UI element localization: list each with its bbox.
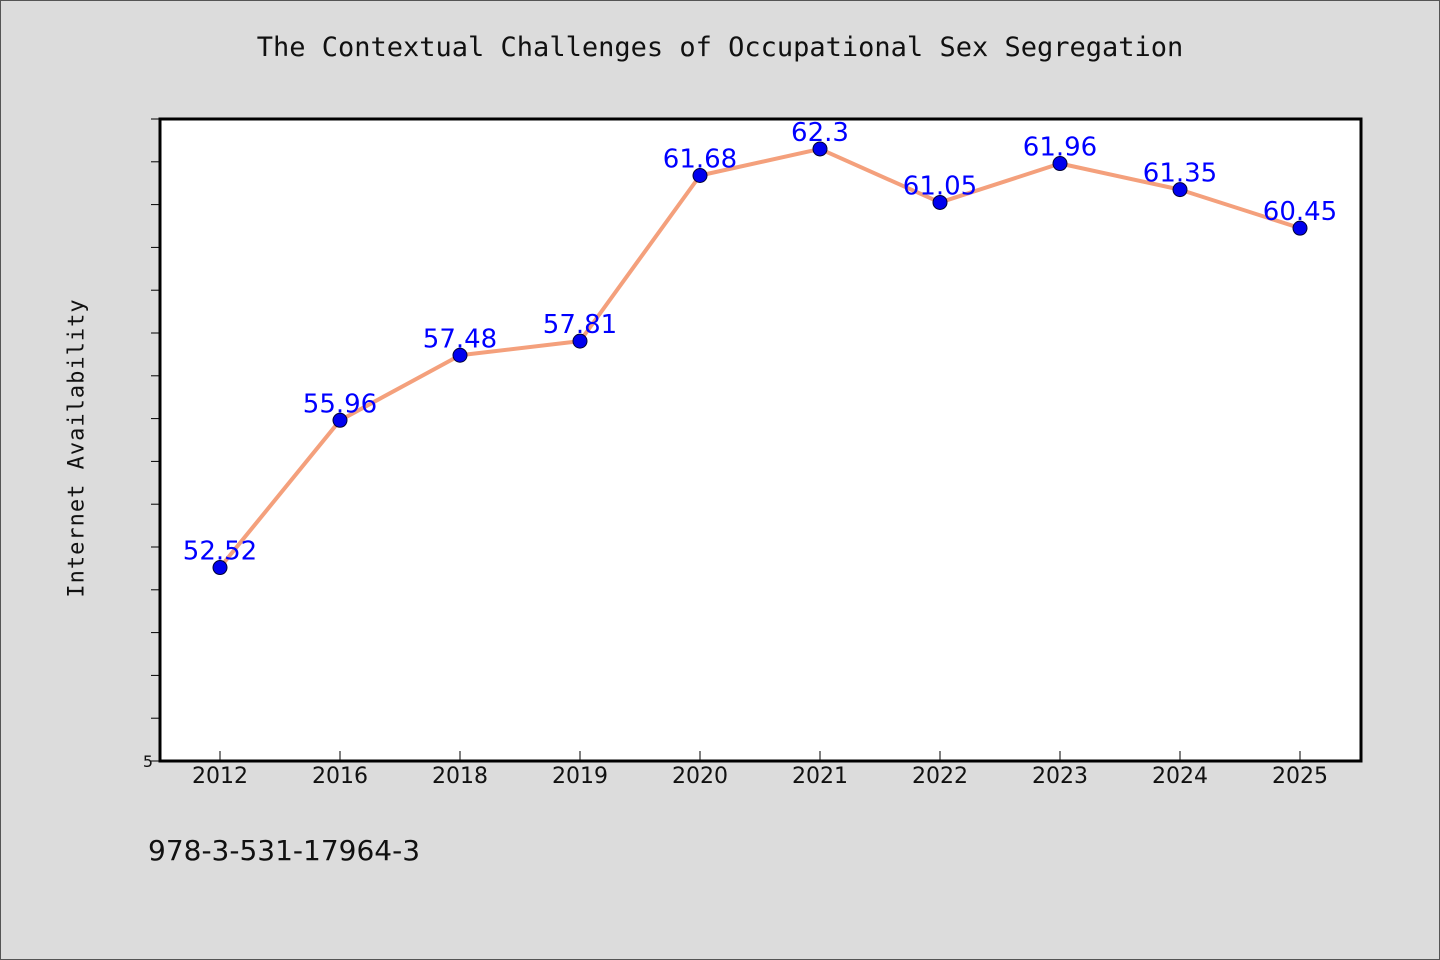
data-point — [1292, 220, 1308, 236]
data-label: 52.52 — [183, 537, 257, 567]
data-label: 61.35 — [1143, 159, 1217, 189]
series-lines — [218, 146, 1301, 569]
x-tick-label: 2021 — [792, 764, 848, 789]
data-point — [332, 412, 348, 428]
data-label: 61.96 — [1023, 133, 1097, 163]
y-axis-ticks: 5 — [143, 118, 160, 771]
footer-identifier: 978-3-531-17964-3 — [148, 834, 421, 867]
x-tick-label: 2020 — [672, 764, 728, 789]
data-label: 61.05 — [903, 171, 977, 201]
x-tick-label: 2024 — [1152, 764, 1208, 789]
x-tick-label: 2022 — [912, 764, 968, 789]
data-point — [1052, 156, 1068, 172]
x-tick-label: 2018 — [432, 764, 488, 789]
x-tick-label: 2025 — [1272, 764, 1328, 789]
data-label: 61.68 — [663, 144, 737, 174]
data-point — [932, 194, 948, 210]
series-points — [212, 141, 1308, 576]
data-point — [1172, 182, 1188, 198]
x-tick-label: 2023 — [1032, 764, 1088, 789]
data-label: 62.3 — [791, 118, 849, 148]
x-axis-ticks: 2012 2016 2018 2019 2020 2021 2022 2023 2024 2025 — [192, 751, 1328, 789]
data-label: 57.81 — [543, 310, 617, 340]
data-label: 60.45 — [1263, 197, 1337, 227]
x-tick-label: 2019 — [552, 764, 608, 789]
x-tick-label: 2012 — [192, 764, 248, 789]
data-label: 57.48 — [423, 324, 497, 354]
data-point — [812, 141, 828, 157]
chart-title: The Contextual Challenges of Occupationa… — [256, 32, 1184, 63]
data-label: 55.96 — [303, 389, 377, 419]
x-tick-label: 2016 — [312, 764, 368, 789]
data-labels: 52.52 55.96 57.48 57.81 61.68 62.3 61.05 61.96 6… — [183, 118, 1337, 567]
y-tick-label: 5 — [143, 752, 153, 771]
data-point — [692, 167, 708, 183]
plot-area — [158, 117, 1363, 763]
data-point — [452, 347, 468, 363]
data-point — [572, 333, 588, 349]
data-point — [212, 560, 228, 576]
series-line — [218, 146, 1301, 569]
